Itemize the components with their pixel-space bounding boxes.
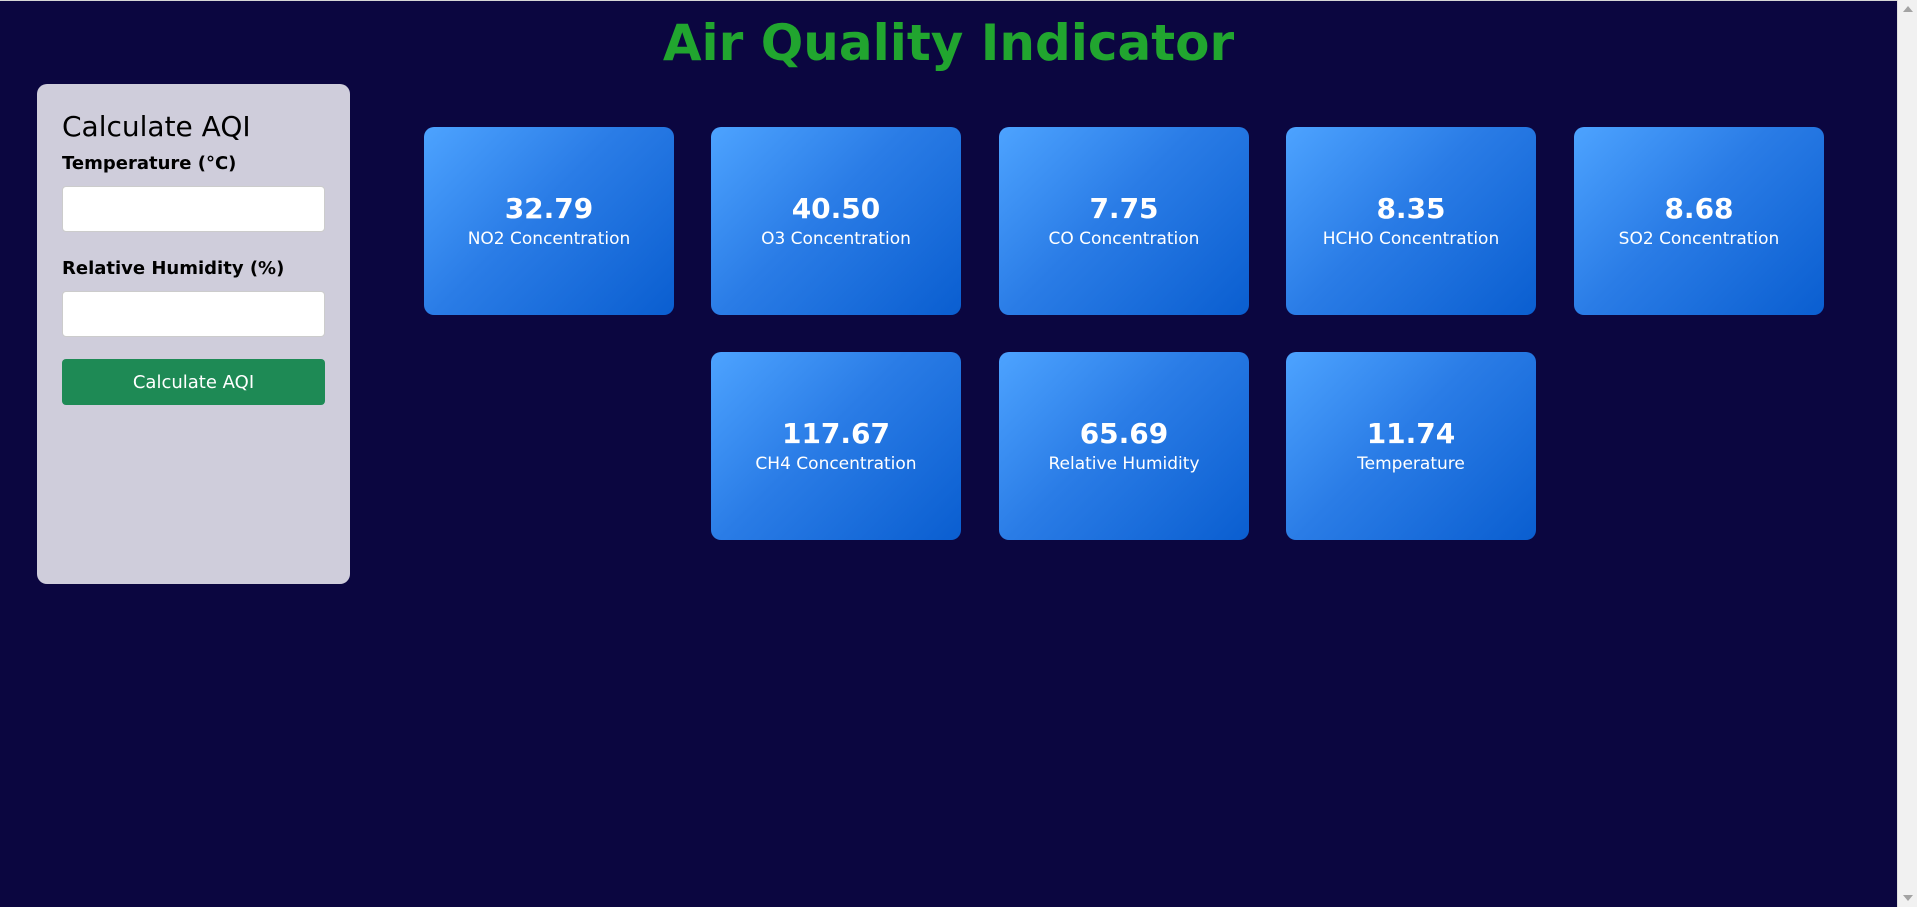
card-value: 117.67: [781, 417, 891, 450]
card-ch4: 117.67 CH4 Concentration: [711, 352, 961, 540]
temperature-label: Temperature (°C): [62, 153, 237, 174]
card-value: 65.69: [1079, 417, 1169, 450]
vertical-scrollbar[interactable]: [1897, 0, 1917, 907]
humidity-label: Relative Humidity (%): [62, 258, 285, 279]
scroll-up-arrow-icon[interactable]: [1903, 6, 1913, 12]
calculate-aqi-button[interactable]: Calculate AQI: [62, 359, 325, 405]
card-label: CH4 Concentration: [755, 454, 917, 474]
form-title: Calculate AQI: [62, 110, 251, 143]
card-label: HCHO Concentration: [1322, 229, 1500, 249]
card-value: 8.68: [1664, 192, 1734, 225]
card-label: SO2 Concentration: [1618, 229, 1780, 249]
humidity-input[interactable]: [62, 291, 325, 337]
card-value: 32.79: [504, 192, 594, 225]
scroll-down-arrow-icon[interactable]: [1903, 895, 1913, 901]
window-top-border: [0, 0, 1897, 1]
card-label: NO2 Concentration: [467, 229, 631, 249]
page-title: Air Quality Indicator: [662, 14, 1235, 72]
card-value: 40.50: [791, 192, 881, 225]
card-label: Temperature: [1357, 454, 1465, 474]
card-value: 11.74: [1366, 417, 1456, 450]
card-co: 7.75 CO Concentration: [999, 127, 1249, 315]
card-no2: 32.79 NO2 Concentration: [424, 127, 674, 315]
card-value: 7.75: [1089, 192, 1159, 225]
card-relative-humidity: 65.69 Relative Humidity: [999, 352, 1249, 540]
card-temperature: 11.74 Temperature: [1286, 352, 1536, 540]
temperature-input[interactable]: [62, 186, 325, 232]
calculate-aqi-panel: Calculate AQI Temperature (°C) Relative …: [37, 84, 350, 584]
card-value: 8.35: [1376, 192, 1446, 225]
card-hcho: 8.35 HCHO Concentration: [1286, 127, 1536, 315]
card-label: CO Concentration: [1048, 229, 1200, 249]
card-so2: 8.68 SO2 Concentration: [1574, 127, 1824, 315]
card-label: Relative Humidity: [1048, 454, 1200, 474]
card-label: O3 Concentration: [761, 229, 911, 249]
card-o3: 40.50 O3 Concentration: [711, 127, 961, 315]
